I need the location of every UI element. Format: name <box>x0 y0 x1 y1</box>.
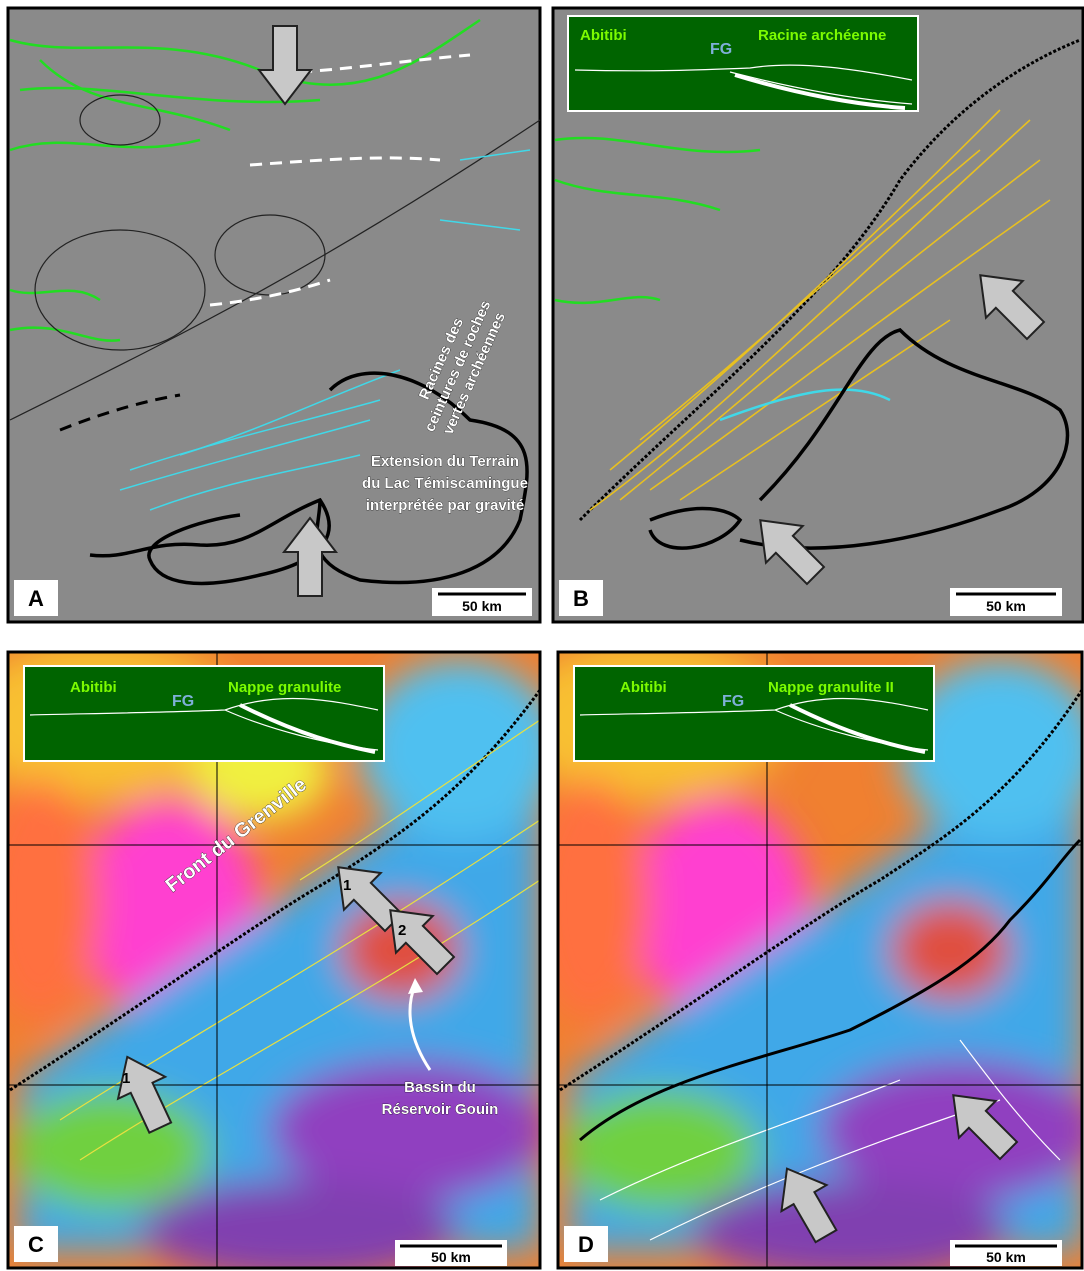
panel-a: Racines des ceintures de roches vertes a… <box>6 6 542 624</box>
panel-label: B <box>573 586 589 611</box>
inset-label: Nappe granulite <box>228 679 341 696</box>
panel-b: Abitibi FG Racine archéenne B 50 km <box>551 6 1084 624</box>
inset-label: FG <box>710 41 732 58</box>
annotation: Réservoir Gouin <box>382 1101 499 1118</box>
arrow-number: 1 <box>343 877 351 894</box>
annotation: Bassin du <box>404 1079 476 1096</box>
scale-label: 50 km <box>986 598 1026 614</box>
scale-label: 50 km <box>462 598 502 614</box>
scale-label: 50 km <box>431 1249 471 1265</box>
annotation: Extension du Terrain <box>371 453 519 470</box>
inset-label: Racine archéenne <box>758 27 886 44</box>
inset-label: Abitibi <box>70 679 117 696</box>
annotation: interprétée par gravité <box>366 497 524 514</box>
panel-label: D <box>578 1232 594 1257</box>
inset-label: FG <box>172 693 194 710</box>
inset-label: Nappe granulite II <box>768 679 894 696</box>
inset-label: Abitibi <box>580 27 627 44</box>
panel-label: C <box>28 1232 44 1257</box>
arrow-number: 2 <box>398 922 406 939</box>
panel-d: Abitibi FG Nappe granulite II D 50 km <box>556 650 1084 1270</box>
inset-label: Abitibi <box>620 679 667 696</box>
annotation: du Lac Témiscamingue <box>362 475 528 492</box>
inset-label: FG <box>722 693 744 710</box>
arrow-number: 1 <box>122 1070 130 1087</box>
scale-label: 50 km <box>986 1249 1026 1265</box>
panel-c: 1 2 1 Front du Grenville Bassin du Réser… <box>6 650 542 1270</box>
panel-label: A <box>28 586 44 611</box>
